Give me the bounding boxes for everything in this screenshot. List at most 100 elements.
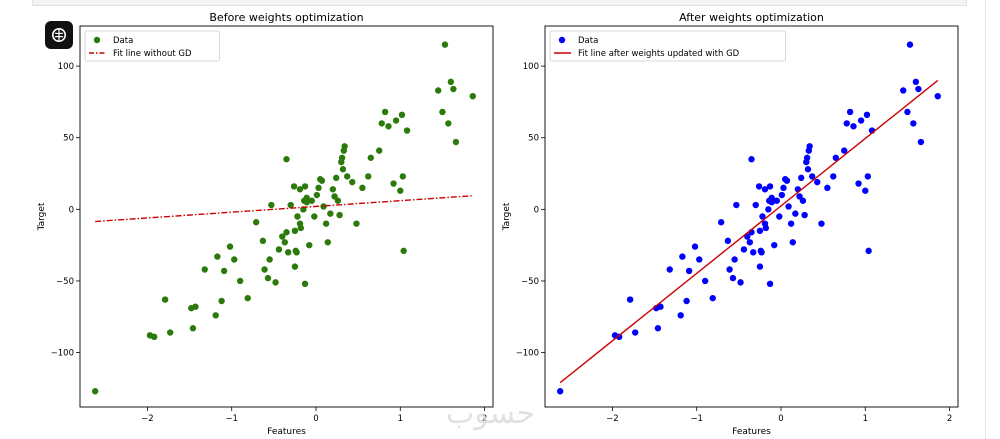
x-tick-label: −1 <box>690 414 703 424</box>
data-point <box>308 197 315 204</box>
data-point <box>900 87 907 94</box>
legend-label: Fit line without GD <box>113 49 192 59</box>
data-point <box>717 219 725 226</box>
y-tick-label: 100 <box>523 62 539 72</box>
data-point <box>343 173 351 180</box>
x-tick-label: 2 <box>482 414 487 424</box>
data-point <box>666 266 673 273</box>
data-point <box>306 241 313 249</box>
data-point <box>766 183 774 190</box>
data-point <box>283 156 290 163</box>
data-point <box>349 178 356 186</box>
data-point <box>818 220 825 227</box>
data-point <box>780 184 787 192</box>
data-point <box>399 173 407 180</box>
data-point <box>683 297 690 305</box>
data-point <box>331 193 338 200</box>
data-point <box>808 173 816 180</box>
data-point <box>733 201 740 209</box>
data-point <box>303 194 310 202</box>
data-point <box>322 220 330 227</box>
data-point <box>724 237 732 245</box>
data-point <box>626 296 634 303</box>
legend-marker <box>558 36 566 44</box>
data-point <box>792 210 799 217</box>
data-point <box>846 108 854 116</box>
data-point <box>841 147 848 154</box>
data-point <box>252 219 260 226</box>
data-point <box>324 239 331 246</box>
data-point <box>339 166 347 173</box>
data-point <box>677 312 684 319</box>
data-point <box>400 247 407 255</box>
data-point <box>768 194 775 202</box>
data-point <box>783 177 791 184</box>
data-point <box>796 193 803 200</box>
data-point <box>865 247 872 255</box>
data-point <box>320 203 327 210</box>
data-point <box>283 229 290 236</box>
data-point <box>359 184 366 192</box>
data-point <box>290 183 298 190</box>
data-point <box>281 239 289 246</box>
data-point <box>737 279 744 286</box>
data-point <box>166 329 174 336</box>
data-point <box>910 120 917 127</box>
x-axis-label: Features <box>267 427 306 437</box>
data-point <box>390 180 397 187</box>
x-tick-label: 1 <box>863 414 868 424</box>
data-point <box>762 224 770 232</box>
data-point <box>679 253 686 260</box>
data-point <box>756 263 764 270</box>
y-tick-label: 50 <box>63 134 74 144</box>
legend-box <box>84 30 221 62</box>
data-point <box>367 154 374 161</box>
data-point <box>329 186 337 193</box>
data-point <box>740 246 748 253</box>
data-point <box>863 111 871 119</box>
data-point <box>766 280 774 288</box>
data-point <box>333 174 340 182</box>
data-point <box>915 85 922 93</box>
data-point <box>226 243 234 250</box>
y-axis-label: Target <box>37 202 47 231</box>
data-point <box>91 388 99 395</box>
data-point <box>403 127 411 134</box>
data-point <box>756 227 764 235</box>
y-tick-label: −50 <box>521 277 539 287</box>
data-point <box>301 183 309 190</box>
data-point <box>294 213 301 220</box>
fit-line <box>95 195 473 223</box>
y-tick-label: 0 <box>69 205 74 215</box>
top-strip <box>32 0 967 6</box>
data-point <box>830 173 837 180</box>
data-point <box>264 274 272 282</box>
data-point <box>268 201 275 209</box>
data-point <box>311 213 318 220</box>
app-badge-button[interactable] <box>45 21 73 49</box>
data-point <box>313 191 321 199</box>
data-point <box>785 203 792 210</box>
chart-title: Before weights optimization <box>209 11 363 24</box>
chart-panel-1: Before weights optimization Features Targe… <box>37 11 494 437</box>
page-border <box>985 0 986 439</box>
data-point <box>292 247 299 255</box>
x-tick-label: 0 <box>313 414 318 424</box>
data-point <box>212 312 219 319</box>
data-point <box>765 206 772 213</box>
data-point <box>814 178 821 186</box>
data-point <box>755 183 763 190</box>
data-point <box>236 277 244 285</box>
y-tick-label: −50 <box>56 277 74 287</box>
data-point <box>272 279 279 286</box>
legend-label: Fit line after weights updated with GD <box>578 49 740 59</box>
data-point <box>787 220 795 227</box>
data-point <box>336 211 343 219</box>
fit-line <box>559 79 939 384</box>
data-point <box>904 108 911 116</box>
data-point <box>654 325 662 332</box>
data-point <box>801 211 808 219</box>
data-point <box>864 173 872 180</box>
data-point <box>804 166 812 173</box>
y-tick-label: −100 <box>51 349 74 359</box>
